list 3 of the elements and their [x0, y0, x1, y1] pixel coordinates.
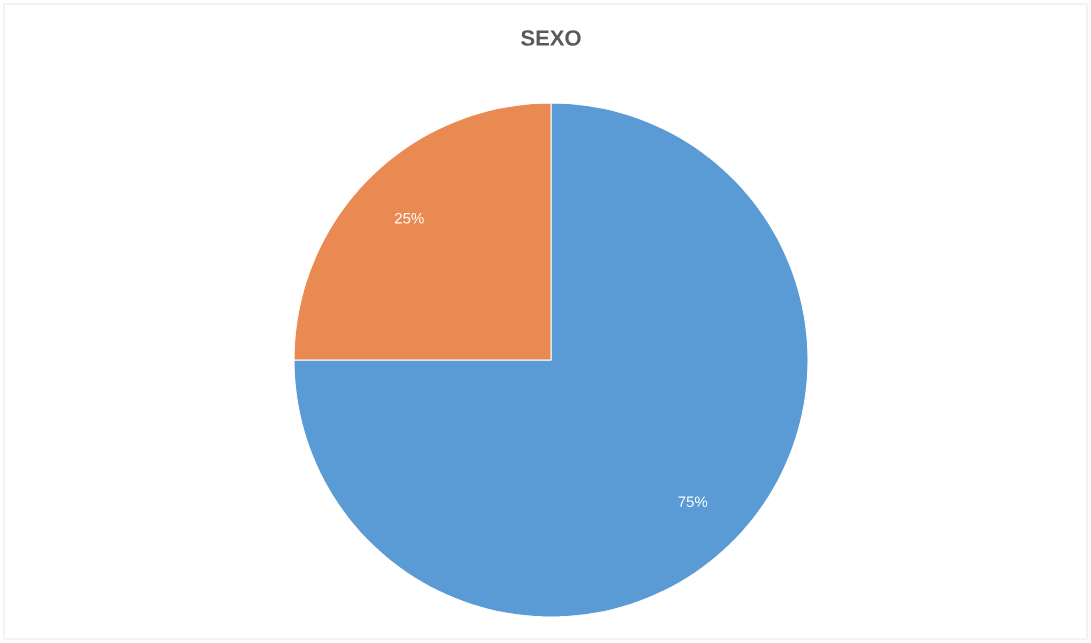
- data-label: 25%: [395, 212, 424, 224]
- data-label: 75%: [678, 496, 708, 508]
- chart-title: SEXO: [521, 30, 581, 46]
